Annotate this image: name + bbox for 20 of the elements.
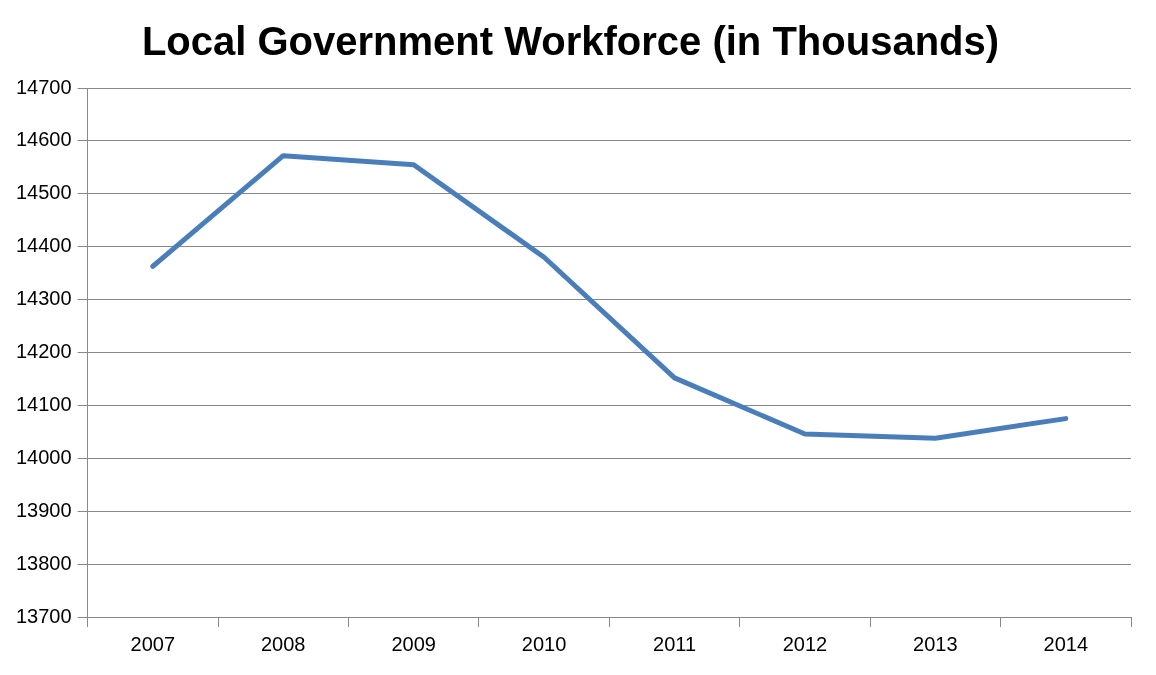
x-tick-label: 2012 <box>782 632 828 655</box>
y-tick-label: 14100 <box>15 392 72 415</box>
y-tick-label: 13700 <box>15 604 72 627</box>
x-tick-label: 2009 <box>391 632 436 655</box>
y-tick-label: 13900 <box>15 498 72 521</box>
y-tick-label: 14700 <box>15 75 72 98</box>
y-tick-label: 14400 <box>15 234 72 257</box>
y-tick-label: 14300 <box>15 287 72 310</box>
x-tick-label: 2011 <box>653 632 697 655</box>
y-tick-label: 14600 <box>15 128 72 151</box>
y-tick-label: 14500 <box>15 181 72 204</box>
x-tick-label: 2010 <box>521 632 567 655</box>
x-tick-label: 2013 <box>913 632 958 655</box>
x-tick-label: 2008 <box>261 632 306 655</box>
x-tick-label: 2014 <box>1043 632 1089 655</box>
y-tick-label: 13800 <box>15 551 72 574</box>
y-tick-label: 14000 <box>15 445 72 468</box>
x-tick-label: 2007 <box>130 632 176 655</box>
y-tick-label: 14200 <box>15 340 72 363</box>
chart-title: Local Government Workforce (in Thousands) <box>141 19 1000 64</box>
